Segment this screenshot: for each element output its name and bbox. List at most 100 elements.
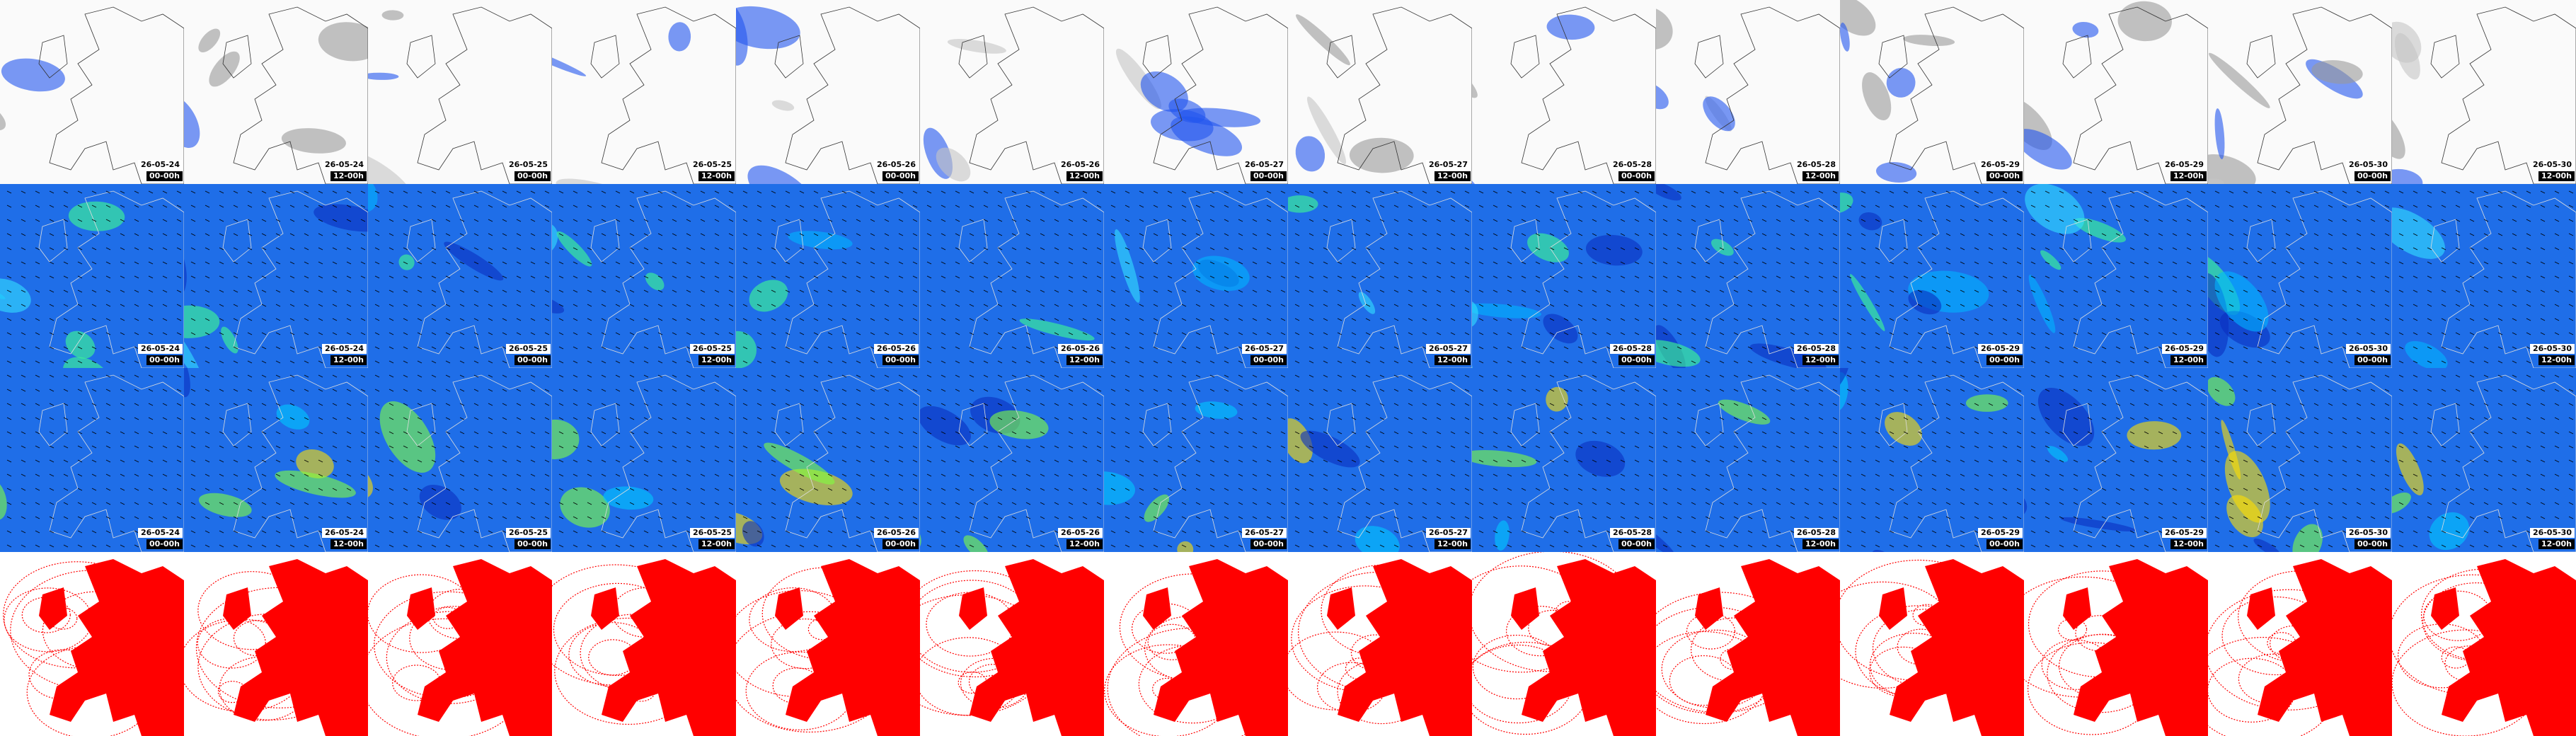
wind-arrow (898, 233, 904, 236)
wind-arrow (1110, 261, 1116, 265)
wind-arrow (1478, 304, 1484, 307)
wind-arrow (1011, 190, 1017, 194)
wind-arrow (1790, 488, 1795, 491)
wind-arrow (2455, 275, 2461, 279)
wind-arrow (148, 502, 154, 505)
wind-arrow (1507, 346, 1512, 350)
wind-arrow (1648, 389, 1654, 392)
wind-arrow (672, 530, 677, 534)
wind-arrow (672, 261, 677, 265)
wind-arrow (1224, 304, 1229, 307)
wind-arrow (304, 247, 309, 251)
wind-arrow (417, 502, 422, 505)
wind-arrow (190, 304, 196, 307)
wind-arrow (856, 459, 861, 463)
wind-arrow (1677, 275, 1682, 279)
wind-arrow (912, 445, 918, 449)
wind-arrow (1224, 205, 1229, 208)
wind-arrow (1903, 374, 1909, 378)
wind-arrow (1832, 459, 1838, 463)
wind-arrow (1040, 374, 1045, 378)
wind-arrow (1337, 502, 1342, 505)
wind-arrow (1761, 403, 1767, 406)
field-blob (1840, 0, 1876, 36)
wind-arrow (1294, 488, 1300, 491)
wind-arrow (1379, 459, 1385, 463)
wind-arrow (1846, 289, 1852, 293)
wind-arrow (2512, 190, 2517, 194)
wind-arrow (77, 473, 83, 477)
wind-arrow (742, 459, 748, 463)
wind-arrow (544, 247, 550, 251)
wind-arrow (1563, 346, 1569, 350)
wind-arrow (2073, 275, 2078, 279)
wind-arrow (1209, 530, 1215, 534)
wind-arrow (389, 488, 394, 491)
wind-arrow (785, 502, 790, 505)
time-label: 00-00h (1618, 171, 1655, 181)
wind-arrow (1931, 374, 1937, 378)
wind-arrow (1677, 431, 1682, 435)
wind-arrow (1323, 219, 1328, 222)
wind-arrow (105, 332, 111, 335)
wind-arrow (1139, 374, 1144, 378)
wind-arrow (1634, 332, 1640, 335)
wind-arrow (1818, 289, 1824, 293)
wind-arrow (912, 473, 918, 477)
wind-arrow (261, 275, 267, 279)
wind-arrow (2030, 304, 2036, 307)
wind-arrow (2129, 261, 2135, 265)
wind-arrow (2441, 219, 2446, 222)
wind-arrow (403, 488, 408, 491)
wind-arrow (1606, 374, 1611, 378)
wind-arrow (629, 318, 635, 321)
wind-arrow (2285, 247, 2291, 251)
wind-arrow (757, 488, 762, 491)
wind-arrow (1393, 403, 1399, 406)
wind-arrow (884, 233, 890, 236)
wind-arrow (2427, 346, 2432, 350)
wind-arrow (1804, 318, 1810, 321)
wind-arrow (856, 190, 861, 194)
wind-arrow (1181, 417, 1187, 420)
wind-arrow (2158, 304, 2163, 307)
wind-arrow (544, 289, 550, 293)
wind-arrow (205, 403, 210, 406)
wind-arrow (1054, 275, 1059, 279)
wind-arrow (827, 190, 833, 194)
wind-arrow (587, 417, 592, 420)
wind-arrow (1818, 304, 1824, 307)
wind-arrow (2045, 360, 2050, 364)
wind-arrow (1691, 304, 1696, 307)
wind-arrow (757, 275, 762, 279)
wind-arrow (233, 431, 238, 435)
wind-arrow (1379, 304, 1385, 307)
map-tile: 26-05-27 00-00h (1104, 184, 1288, 368)
wind-arrow (162, 516, 168, 519)
wind-arrow (799, 275, 805, 279)
wind-arrow (1266, 205, 1272, 208)
wind-arrow (1464, 233, 1470, 236)
wind-arrow (1620, 473, 1626, 477)
wind-arrow (969, 530, 974, 534)
wind-arrow (1804, 205, 1810, 208)
wind-arrow (1294, 332, 1300, 335)
wind-arrow (1507, 389, 1512, 392)
wind-arrow (1436, 431, 1442, 435)
wind-arrow (1280, 488, 1286, 491)
wind-arrow (1691, 389, 1696, 392)
wind-arrow (1096, 318, 1102, 321)
wind-arrow (969, 275, 974, 279)
wind-arrow (1648, 516, 1654, 519)
wind-arrow (1379, 233, 1385, 236)
time-label: 12-00h (698, 539, 735, 549)
wind-arrow (360, 318, 366, 321)
wind-arrow (120, 360, 125, 364)
wind-arrow (1521, 289, 1526, 293)
wind-arrow (1323, 417, 1328, 420)
wind-arrow (120, 417, 125, 420)
wind-arrow (1294, 219, 1300, 222)
wind-arrow (2030, 318, 2036, 321)
wind-arrow (799, 445, 805, 449)
wind-arrow (516, 403, 522, 406)
